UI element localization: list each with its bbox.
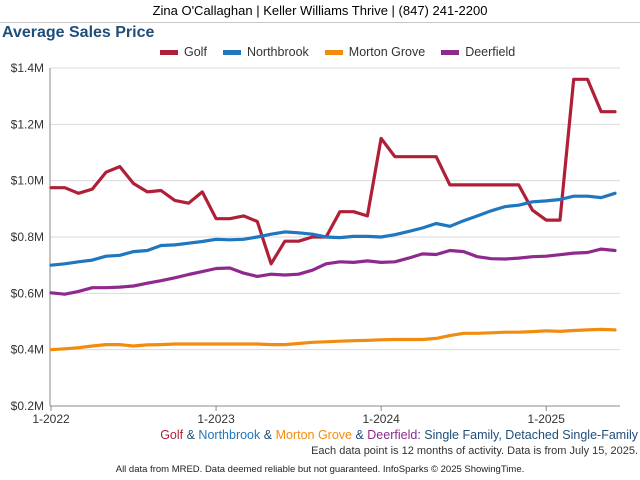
- series-line-deerfield[interactable]: [49, 247, 617, 296]
- chart-legend: Golf Northbrook Morton Grove Deerfield: [160, 45, 531, 59]
- subtitle-amp-1: &: [183, 428, 199, 442]
- series-lines: [49, 77, 617, 352]
- legend-item-golf[interactable]: Golf: [160, 45, 207, 59]
- series-line-northbrook[interactable]: [49, 191, 617, 267]
- chart-subtitle: Golf & Northbrook & Morton Grove & Deerf…: [160, 428, 638, 442]
- legend-label-deerfield: Deerfield: [465, 45, 516, 59]
- legend-item-deerfield[interactable]: Deerfield: [441, 45, 515, 59]
- x-tick-label: 1-2023: [197, 412, 235, 426]
- legend-item-northbrook[interactable]: Northbrook: [222, 45, 309, 59]
- subtitle-northbrook: Northbrook: [198, 428, 261, 442]
- y-axis-ticks: $0.2M $0.4M $0.6M $0.8M $1.0M $1.2M $1.4M: [11, 61, 51, 413]
- subtitle-deerfield: Deerfield: [367, 428, 418, 442]
- legend-item-morton-grove[interactable]: Morton Grove: [324, 45, 426, 59]
- legend-swatch-golf: [160, 49, 178, 55]
- chart-title: Average Sales Price: [2, 24, 155, 41]
- y-tick-label: $1.4M: [11, 61, 44, 75]
- y-tick-label: $1.2M: [11, 117, 44, 131]
- footer-disclaimer: All data from MRED. Data deemed reliable…: [115, 464, 525, 475]
- y-tick-label: $1.0M: [11, 174, 44, 188]
- contact-header: Zina O'Callaghan | Keller Williams Thriv…: [0, 0, 640, 23]
- series-line-golf[interactable]: [49, 77, 617, 266]
- legend-label-northbrook: Northbrook: [246, 45, 309, 59]
- x-axis-ticks: 1-2022 1-2023 1-2024 1-2025: [32, 405, 620, 426]
- subtitle-amp-2: &: [260, 428, 276, 442]
- y-tick-label: $0.8M: [11, 230, 44, 244]
- subtitle-rest: : Single Family, Detached Single-Family: [417, 428, 638, 442]
- legend-label-golf: Golf: [184, 45, 207, 59]
- subtitle-amp-3: &: [351, 428, 368, 442]
- x-tick-label: 1-2025: [528, 412, 566, 426]
- legend-swatch-morton-grove: [324, 49, 343, 55]
- subtitle-morton-grove: Morton Grove: [275, 428, 352, 442]
- legend-label-morton-grove: Morton Grove: [348, 45, 426, 59]
- legend-swatch-deerfield: [441, 49, 460, 55]
- subtitle-golf: Golf: [160, 428, 184, 442]
- data-note: Each data point is 12 months of activity…: [311, 445, 638, 457]
- x-tick-label: 1-2024: [362, 412, 400, 426]
- series-line-morton-grove[interactable]: [49, 327, 617, 352]
- legend-swatch-northbrook: [222, 49, 241, 55]
- x-tick-label: 1-2022: [32, 412, 70, 426]
- y-tick-label: $0.4M: [11, 343, 44, 357]
- y-tick-label: $0.2M: [11, 399, 44, 413]
- y-tick-label: $0.6M: [11, 286, 44, 300]
